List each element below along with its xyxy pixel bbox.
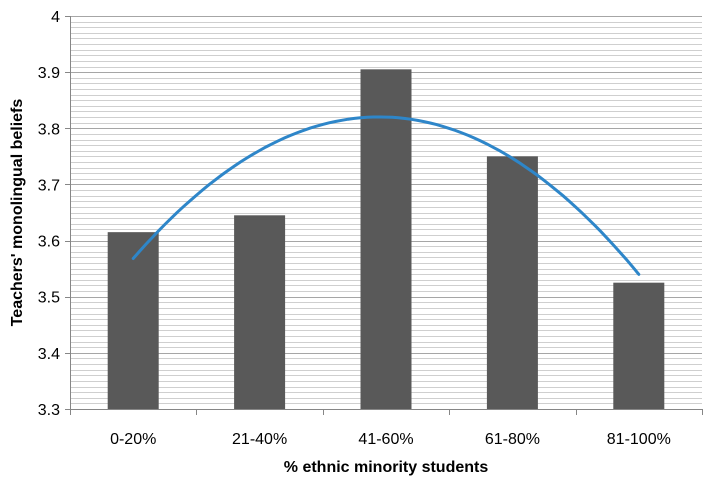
x-tick-label: 81-100%	[607, 431, 671, 448]
y-tick-label: 3.5	[38, 290, 60, 307]
trendline	[131, 115, 641, 276]
x-tick-label: 61-80%	[485, 431, 540, 448]
y-tick-label: 3.8	[38, 121, 60, 138]
y-tick-label: 4	[51, 9, 60, 26]
x-tick-label: 41-60%	[358, 431, 413, 448]
bar	[360, 69, 412, 409]
y-tick-label: 3.3	[38, 402, 60, 419]
bar	[486, 156, 538, 409]
y-tick-label: 3.9	[38, 65, 60, 82]
y-tick-label: 3.4	[38, 346, 60, 363]
y-tick-labels: 3.3 3.4 3.5 3.6 3.7 3.8 3.9 4	[38, 9, 60, 419]
y-tick-label: 3.7	[38, 177, 60, 194]
bar	[613, 282, 665, 409]
x-tick-labels: 0-20% 21-40% 41-60% 61-80% 81-100%	[110, 431, 671, 448]
x-axis-title: % ethnic minority students	[284, 459, 489, 476]
y-tick-label: 3.6	[38, 234, 60, 251]
y-axis-title: Teachers' monolingual beliefs	[9, 99, 26, 327]
x-tick-label: 0-20%	[110, 431, 156, 448]
x-tick-label: 21-40%	[232, 431, 287, 448]
bar	[234, 215, 286, 409]
axes	[65, 16, 703, 415]
bars	[107, 69, 665, 409]
bar	[107, 232, 159, 409]
